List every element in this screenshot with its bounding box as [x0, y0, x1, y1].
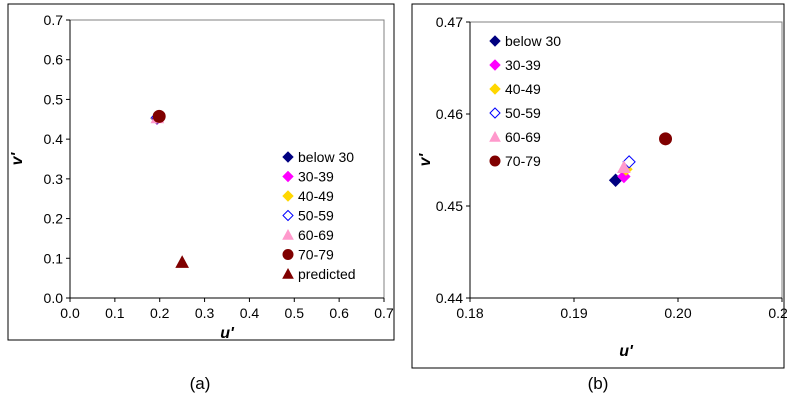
chart-a-x-tick-label: 0.5	[285, 305, 305, 321]
chart-b-point-60-69	[617, 160, 631, 173]
chart-b-x-tick-label: 0.21	[768, 305, 787, 321]
chart-a-y-tick-label: 0.1	[44, 250, 64, 266]
chart-b-x-tick-label: 0.20	[664, 305, 691, 321]
chart-b-legend-marker-70-79	[489, 155, 501, 167]
chart-b-y-tick-label: 0.44	[436, 290, 463, 306]
chart-b-y-tick-label: 0.46	[436, 106, 463, 122]
chart-a-x-tick-label: 0.2	[150, 305, 170, 321]
chart-b-point-70-79	[659, 132, 673, 146]
chart-a-y-tick-label: 0.4	[44, 131, 64, 147]
chart-b-legend-marker-50-59	[489, 107, 501, 119]
chart-a-legend-label-30-39: 30-39	[298, 169, 334, 185]
panel-a-caption: (a)	[190, 374, 211, 393]
chart-b-x-axis-title: u'	[619, 343, 634, 360]
chart-a-legend-marker-predicted	[282, 267, 294, 279]
chart-a-x-tick-label: 0.4	[240, 305, 260, 321]
chart-panel-a: 0.0 0.1 0.2 0.3 0.4 0.5 0.6 0.7 0.0 0.1 0.2 0.3 0.4 0…	[7, 3, 395, 393]
chart-a-legend-marker-70-79	[282, 249, 294, 260]
chart-a-x-tick-label: 0.0	[60, 305, 80, 321]
chart-b-svg: 0.18 0.19 0.20 0.21 0.44 0.45 0.46 0.47 u' v' bel…	[411, 3, 787, 393]
chart-b-legend-label-30-39: 30-39	[505, 57, 541, 73]
chart-a-point-70-79	[152, 109, 166, 123]
chart-b-legend-label-below-30: below 30	[505, 33, 561, 49]
chart-b-x-tick-label: 0.19	[560, 305, 587, 321]
chart-a-legend-label-70-79: 70-79	[298, 247, 334, 263]
chart-b-legend-marker-60-69	[489, 130, 501, 142]
chart-a-x-tick-label: 0.7	[374, 305, 394, 321]
chart-a-y-tick-label: 0.5	[44, 91, 64, 107]
chart-a-legend-marker-40-49	[282, 190, 294, 202]
chart-a-x-tick-label: 0.6	[329, 305, 349, 321]
chart-b-legend-marker-40-49	[489, 83, 501, 95]
chart-b-y-tick-label: 0.47	[436, 14, 463, 30]
chart-b-legend-marker-30-39	[489, 59, 501, 71]
chart-a-legend-label-predicted: predicted	[298, 266, 356, 282]
chart-a-legend-label-60-69: 60-69	[298, 227, 334, 243]
chart-b-legend-label-60-69: 60-69	[505, 129, 541, 145]
chart-a-y-tick-label: 0.2	[44, 211, 64, 227]
chart-a-point-predicted	[175, 255, 189, 268]
chart-b-legend-label-70-79: 70-79	[505, 153, 541, 169]
chart-a-y-tick-label: 0.3	[44, 171, 64, 187]
chart-a-x-tick-label: 0.1	[105, 305, 125, 321]
chart-a-x-tick-label: 0.3	[195, 305, 215, 321]
chart-b-legend-label-40-49: 40-49	[505, 81, 541, 97]
chart-a-y-tick-label: 0.0	[44, 290, 64, 306]
chart-b-legend-label-50-59: 50-59	[505, 105, 541, 121]
chart-a-plot-area	[69, 19, 385, 299]
chart-a-legend-label-50-59: 50-59	[298, 208, 334, 224]
chart-a-legend-marker-50-59	[282, 209, 294, 222]
chart-b-y-axis-title: v'	[417, 152, 434, 166]
chart-b-x-tick-label: 0.18	[456, 305, 483, 321]
chart-a-svg: 0.0 0.1 0.2 0.3 0.4 0.5 0.6 0.7 0.0 0.1 0.2 0.3 0.4 0…	[7, 3, 395, 393]
chart-b-y-tick-label: 0.45	[436, 198, 463, 214]
chart-a-legend-label-40-49: 40-49	[298, 188, 334, 204]
chart-a-y-axis-title: v'	[9, 151, 26, 165]
chart-a-x-axis-title: u'	[220, 325, 235, 342]
chart-b-legend-marker-below-30	[489, 35, 501, 47]
chart-a-legend-marker-below-30	[282, 151, 294, 163]
chart-a-y-tick-label: 0.7	[44, 12, 64, 28]
panel-b-caption: (b)	[588, 374, 609, 393]
chart-panel-b: 0.18 0.19 0.20 0.21 0.44 0.45 0.46 0.47 u' v' bel…	[400, 0, 787, 399]
chart-a-legend-marker-30-39	[282, 170, 294, 183]
chart-a-legend-marker-60-69	[282, 228, 294, 240]
chart-a-legend-label-below-30: below 30	[298, 149, 354, 165]
chart-a-y-tick-label: 0.6	[44, 52, 64, 68]
